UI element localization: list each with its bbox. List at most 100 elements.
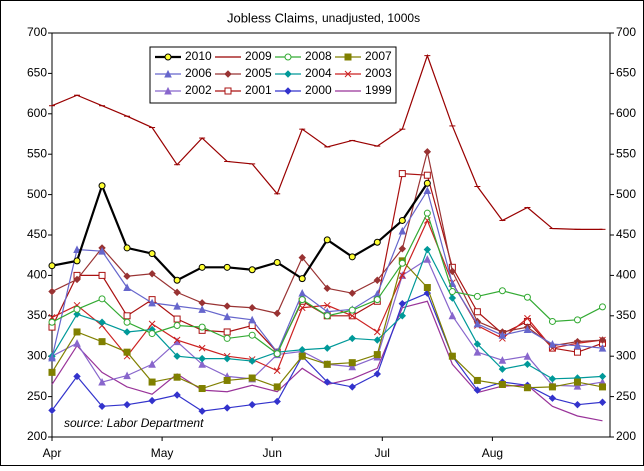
marker: [173, 373, 181, 381]
marker: [173, 321, 181, 329]
marker: [198, 305, 206, 313]
marker: [423, 179, 431, 187]
marker: [73, 305, 81, 313]
x-tick-label: May: [151, 446, 174, 460]
marker: [273, 350, 281, 358]
marker: [273, 367, 281, 375]
x-tick-label: Apr: [43, 446, 62, 460]
marker: [73, 275, 81, 284]
marker: [98, 182, 106, 190]
marker: [223, 404, 231, 412]
marker: [123, 348, 131, 356]
legend-label: 2002: [185, 83, 212, 97]
legend-marker: [164, 86, 172, 95]
marker: [373, 328, 381, 336]
marker: [98, 295, 106, 303]
marker: [98, 377, 106, 386]
marker: [148, 396, 156, 405]
marker: [248, 331, 256, 339]
marker: [398, 170, 406, 178]
marker: [298, 304, 306, 312]
marker: [323, 344, 331, 352]
y2-tick-label: 250: [616, 389, 636, 403]
marker: [123, 318, 131, 326]
marker: [73, 328, 81, 336]
y2-tick-label: 200: [616, 429, 636, 443]
marker: [473, 319, 482, 328]
y2-tick-label: 650: [616, 66, 636, 80]
y2-tick-label: 700: [616, 25, 636, 39]
marker: [198, 263, 206, 271]
marker: [323, 301, 331, 309]
marker: [173, 288, 181, 297]
x-tick-label: Jul: [375, 446, 390, 460]
marker: [48, 406, 56, 415]
series-line: [51, 182, 429, 282]
marker: [373, 296, 381, 304]
marker: [248, 400, 256, 409]
marker: [398, 259, 406, 267]
marker: [123, 272, 131, 280]
y2-tick-label: 600: [616, 106, 636, 120]
marker: [573, 400, 582, 409]
marker: [248, 304, 256, 312]
marker: [123, 312, 131, 320]
marker: [548, 383, 556, 391]
marker: [198, 323, 206, 331]
marker: [223, 328, 231, 336]
marker: [198, 385, 206, 393]
marker: [373, 276, 381, 284]
marker: [148, 330, 156, 338]
y-tick-label: 700: [27, 25, 47, 39]
marker: [498, 287, 506, 295]
marker: [148, 270, 156, 278]
marker: [48, 318, 56, 326]
marker: [423, 209, 431, 217]
marker: [498, 331, 507, 339]
marker: [123, 371, 131, 380]
marker: [498, 356, 507, 364]
y-tick-label: 450: [27, 227, 47, 241]
x-tick-label: Aug: [482, 446, 503, 460]
marker: [548, 375, 557, 383]
marker: [448, 267, 457, 276]
y-tick-label: 400: [27, 268, 47, 282]
marker: [173, 391, 181, 399]
legend-label: 2009: [245, 49, 272, 63]
marker: [398, 226, 407, 235]
legend-marker: [224, 87, 232, 95]
marker: [598, 336, 607, 344]
y-tick-label: 250: [27, 389, 47, 403]
marker: [398, 245, 407, 253]
legend: 2010 2009 2008 2007 2006 2005 2004 2003 2002 2001…: [149, 46, 397, 104]
marker: [323, 312, 331, 320]
marker: [123, 328, 131, 336]
marker: [398, 272, 406, 279]
marker: [348, 253, 356, 261]
marker: [398, 312, 407, 320]
marker: [223, 334, 231, 342]
marker: [598, 372, 607, 381]
y2-tick-label: 450: [616, 227, 636, 241]
chart-title: Jobless Claims,: [227, 10, 318, 25]
marker: [273, 309, 281, 318]
marker: [323, 360, 331, 368]
marker: [173, 301, 181, 310]
marker: [98, 271, 106, 279]
marker: [423, 245, 432, 254]
marker: [273, 397, 281, 406]
marker: [148, 378, 156, 386]
marker: [48, 262, 56, 270]
y-tick-label: 650: [27, 66, 47, 80]
legend-marker: [344, 70, 352, 78]
legend-label: 2000: [305, 83, 332, 97]
marker: [523, 360, 532, 368]
marker: [523, 293, 531, 301]
marker: [448, 288, 456, 296]
legend-label: 2003: [365, 66, 392, 80]
marker: [73, 339, 81, 347]
legend-label: 2010: [185, 49, 212, 63]
marker: [523, 352, 532, 360]
marker: [548, 317, 556, 325]
